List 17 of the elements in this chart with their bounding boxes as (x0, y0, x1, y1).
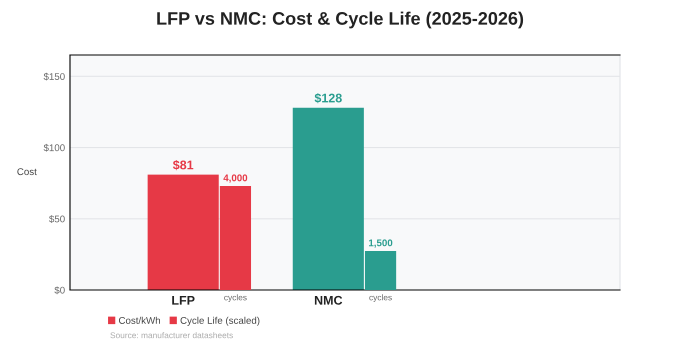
data-label: 1,500 (369, 239, 392, 248)
data-label: $81 (172, 160, 194, 170)
y-tick-label: $0 (54, 286, 65, 294)
y-tick-label: $150 (44, 72, 65, 81)
data-label: 4,000 (223, 174, 248, 183)
legend-label: Cycle Life (scaled) (180, 316, 260, 326)
y-axis-title: Cost (17, 168, 37, 176)
x-tick-label: LFP (172, 296, 195, 305)
y-tick-label: $50 (49, 215, 65, 223)
x-tick-label: NMC (314, 296, 342, 305)
source-note: Source: manufacturer datasheets (110, 332, 233, 338)
chart-title: LFP vs NMC: Cost & Cycle Life (2025-2026) (157, 12, 524, 28)
y-tick-label: $100 (44, 144, 65, 152)
text: cycles (224, 294, 247, 302)
text: cycles (369, 294, 392, 302)
legend-label: Cost/kWh (118, 316, 160, 324)
data-label: $128 (314, 93, 342, 104)
